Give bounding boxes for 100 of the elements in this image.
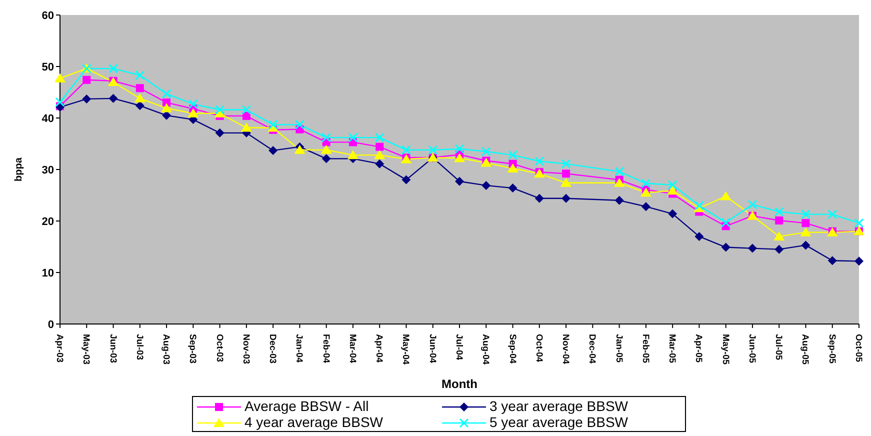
point <box>614 196 624 205</box>
x-axis-title: Month <box>442 377 478 391</box>
point <box>561 159 571 169</box>
point <box>162 89 172 99</box>
y-tick-label: 40 <box>42 112 54 125</box>
legend-label: 5 year average BBSW <box>488 414 630 430</box>
point <box>534 156 544 166</box>
point <box>562 170 570 178</box>
x-tick-label: Jun-04 <box>428 334 438 364</box>
point <box>482 180 491 190</box>
x-tick-label: Nov-03 <box>241 334 252 364</box>
point <box>641 178 651 188</box>
point <box>828 210 838 220</box>
point <box>668 209 678 218</box>
point <box>54 73 66 82</box>
y-tick-label: 10 <box>42 267 54 280</box>
x-tick-label: Nov-04 <box>561 334 572 364</box>
y-axis-title: bppa <box>14 157 25 182</box>
x-tick-label: Jan-05 <box>614 334 624 363</box>
point <box>562 194 571 203</box>
x-tick-label: Sep-04 <box>508 334 518 364</box>
x-tick-label: Jan-04 <box>294 334 305 363</box>
x-tick-label: Jun-05 <box>747 334 758 364</box>
y-tick-label: 0 <box>48 318 54 331</box>
point <box>854 218 864 228</box>
point <box>347 150 358 160</box>
point <box>108 94 118 103</box>
point <box>82 94 92 104</box>
legend-label: 4 year average BBSW <box>244 414 384 430</box>
point <box>507 163 518 172</box>
x-tick-label: Oct-05 <box>854 334 864 362</box>
x-tick-label: Sep-03 <box>188 334 198 364</box>
point <box>374 150 386 160</box>
point <box>240 122 252 132</box>
point <box>640 188 652 197</box>
x-tick-label: Mar-04 <box>348 334 358 364</box>
x-tick-label: Feb-04 <box>321 334 332 364</box>
point <box>454 153 465 162</box>
x-tick-label: Oct-03 <box>214 334 225 362</box>
point <box>800 210 810 220</box>
x-tick-label: Apr-03 <box>55 334 65 363</box>
point <box>614 166 624 176</box>
point <box>294 144 306 154</box>
point <box>774 244 784 254</box>
point <box>560 178 572 187</box>
point <box>55 97 65 107</box>
point <box>322 132 332 142</box>
point <box>320 144 332 154</box>
point <box>774 206 784 216</box>
x-tick-label: Apr-04 <box>374 334 385 363</box>
point <box>215 105 225 115</box>
point <box>694 200 704 210</box>
point <box>348 132 358 142</box>
point <box>294 120 304 130</box>
point <box>215 128 224 138</box>
point <box>801 240 810 250</box>
x-tick-label: Aug-04 <box>481 334 492 365</box>
point <box>774 231 785 240</box>
point <box>402 175 411 184</box>
x-tick-label: Jul-04 <box>454 334 464 360</box>
y-tick-label: 20 <box>42 216 54 228</box>
point <box>828 256 837 266</box>
point <box>720 191 732 200</box>
x-tick-label: Jun-03 <box>108 334 118 364</box>
y-tick-label: 50 <box>42 61 54 74</box>
y-tick-label: 30 <box>42 164 54 176</box>
x-tick-label: Dec-04 <box>588 334 598 364</box>
point <box>614 178 625 187</box>
point <box>481 146 491 156</box>
point <box>748 244 757 253</box>
point <box>188 99 198 109</box>
point <box>800 227 812 236</box>
y-tick-label: 60 <box>42 10 54 22</box>
x-tick-label: Aug-03 <box>162 334 172 365</box>
x-tick-label: Apr-05 <box>694 334 704 363</box>
point <box>802 219 810 228</box>
point <box>721 242 730 252</box>
point <box>534 194 544 203</box>
x-tick-label: Oct-04 <box>534 334 544 362</box>
x-tick-label: Sep-05 <box>827 334 838 364</box>
point <box>508 150 518 160</box>
point <box>748 200 758 210</box>
point <box>268 120 278 130</box>
x-tick-label: Mar-05 <box>668 334 678 364</box>
point <box>775 216 784 224</box>
point <box>667 186 678 195</box>
point <box>82 76 91 84</box>
point <box>401 145 411 155</box>
point <box>641 202 650 212</box>
x-tick-label: Feb-05 <box>640 334 651 364</box>
legend-label: Average BBSW - All <box>244 398 370 414</box>
point <box>376 142 384 151</box>
point <box>455 176 464 186</box>
point <box>854 256 864 266</box>
point <box>428 145 438 155</box>
point <box>108 64 118 74</box>
point <box>161 103 172 112</box>
point <box>375 159 384 168</box>
point <box>694 232 704 241</box>
point <box>242 105 252 115</box>
